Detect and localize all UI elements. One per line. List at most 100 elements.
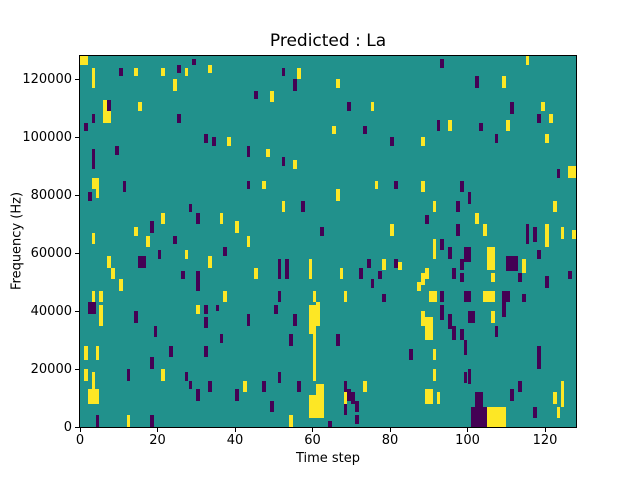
heatmap-cell-high: [83, 369, 88, 381]
heatmap-cell-high: [525, 56, 530, 65]
heatmap-cell-high: [432, 369, 437, 381]
heatmap-cell-low: [176, 64, 181, 74]
heatmap-cell-high: [552, 200, 557, 213]
heatmap-cell-low: [149, 357, 154, 369]
heatmap-cell-low: [494, 134, 499, 143]
heatmap-cell-low: [459, 328, 464, 341]
heatmap-cell-low: [510, 389, 514, 401]
x-axis-label: Time step: [295, 451, 361, 466]
heatmap-cell-high: [308, 258, 313, 280]
heatmap-cell-high: [134, 67, 139, 77]
y-tick-mark: [75, 194, 79, 196]
heatmap-cell-low: [448, 314, 452, 329]
heatmap-cell-high: [80, 56, 88, 65]
heatmap-cell-high: [432, 348, 437, 361]
heatmap-cell-low: [122, 180, 127, 193]
heatmap-cell-high: [103, 99, 112, 123]
y-tick-label: 0: [63, 419, 72, 435]
heatmap-cell-low: [537, 250, 542, 259]
heatmap-cell-low: [184, 371, 189, 381]
heatmap-cell-high: [91, 76, 96, 88]
heatmap-cell-low: [455, 200, 460, 213]
heatmap-cell-low: [502, 290, 511, 303]
heatmap-cell-high: [161, 369, 166, 381]
heatmap-cell-low: [83, 122, 88, 132]
heatmap-cell-low: [204, 134, 208, 143]
y-tick-mark: [75, 310, 79, 312]
heatmap-cell-high: [428, 290, 437, 303]
heatmap-cell-high: [521, 258, 526, 274]
heatmap-cell-low: [436, 119, 441, 132]
heatmap-cell-low: [517, 273, 522, 283]
heatmap-cell-high: [312, 334, 317, 352]
heatmap-cell-low: [494, 325, 499, 338]
heatmap-cell-high: [145, 235, 150, 248]
heatmap-cell-low: [440, 58, 445, 68]
heatmap-cell-low: [347, 389, 352, 401]
heatmap-cell-low: [254, 90, 259, 100]
heatmap-cell-low: [118, 67, 123, 77]
heatmap-cell-high: [548, 114, 553, 123]
heatmap-cell-low: [459, 180, 464, 193]
x-tick-label: 60: [304, 433, 321, 448]
heatmap-cell-low: [537, 114, 542, 123]
heatmap-cell-low: [378, 270, 383, 280]
x-tick-mark: [312, 428, 313, 432]
heatmap-cell-low: [467, 369, 472, 384]
heatmap-cell-low: [452, 267, 456, 280]
heatmap-cell-high: [91, 177, 100, 190]
heatmap-cell-high: [552, 392, 557, 404]
heatmap-cell-low: [180, 270, 185, 280]
heatmap-cell-low: [533, 406, 538, 419]
heatmap-cell-high: [424, 316, 433, 341]
heatmap-cell-low: [215, 305, 220, 312]
heatmap-cell-low: [517, 380, 522, 393]
heatmap-cell-low: [293, 79, 297, 91]
heatmap-cell-low: [204, 305, 208, 314]
heatmap-cell-high: [572, 229, 576, 239]
heatmap-cell-low: [246, 314, 251, 326]
heatmap-cell-low: [475, 76, 480, 88]
heatmap-cell-low: [91, 148, 96, 170]
heatmap-cell-high: [370, 102, 375, 112]
heatmap-cell-low: [370, 279, 375, 288]
heatmap-cell-low: [471, 406, 487, 427]
heatmap-cell-high: [227, 137, 232, 146]
heatmap-cell-low: [448, 247, 452, 259]
heatmap-cell-high: [339, 267, 344, 280]
heatmap-cell-low: [107, 99, 111, 112]
y-tick-label: 40000: [30, 303, 72, 319]
heatmap-cell-low: [300, 200, 305, 213]
heatmap-cell-low: [153, 325, 158, 338]
heatmap-cell-high: [374, 180, 379, 190]
heatmap-cell-low: [204, 345, 208, 358]
heatmap-cell-high: [223, 290, 228, 303]
heatmap-cell-high: [297, 67, 301, 80]
heatmap-cell-high: [448, 119, 452, 132]
chart-title: Predicted : La: [269, 31, 387, 51]
x-tick-mark: [79, 428, 81, 432]
heatmap-cell-low: [281, 67, 286, 77]
heatmap-cell-high: [486, 406, 507, 427]
heatmap-cell-high: [436, 392, 441, 404]
y-tick-mark: [75, 368, 79, 370]
heatmap-cell-low: [196, 270, 201, 280]
y-tick-label: 60000: [30, 245, 72, 261]
heatmap-cell-low: [138, 256, 146, 268]
x-tick-label: 40: [226, 433, 244, 448]
heatmap-cell-high: [316, 383, 325, 396]
x-tick-mark: [234, 428, 236, 432]
heatmap-cell-high: [262, 180, 266, 190]
heatmap-cell-low: [355, 415, 359, 425]
heatmap-cell-low: [459, 273, 464, 283]
heatmap-cell-high: [382, 258, 387, 271]
heatmap-cell-low: [91, 114, 96, 123]
heatmap-cell-low: [440, 238, 445, 251]
heatmap-cell-high: [87, 389, 100, 404]
heatmap-cell-low: [355, 400, 359, 413]
heatmap-cell-high: [246, 235, 251, 248]
heatmap-cell-high: [95, 189, 100, 198]
heatmap-cell-high: [335, 189, 340, 201]
heatmap-cell-high: [335, 79, 340, 88]
